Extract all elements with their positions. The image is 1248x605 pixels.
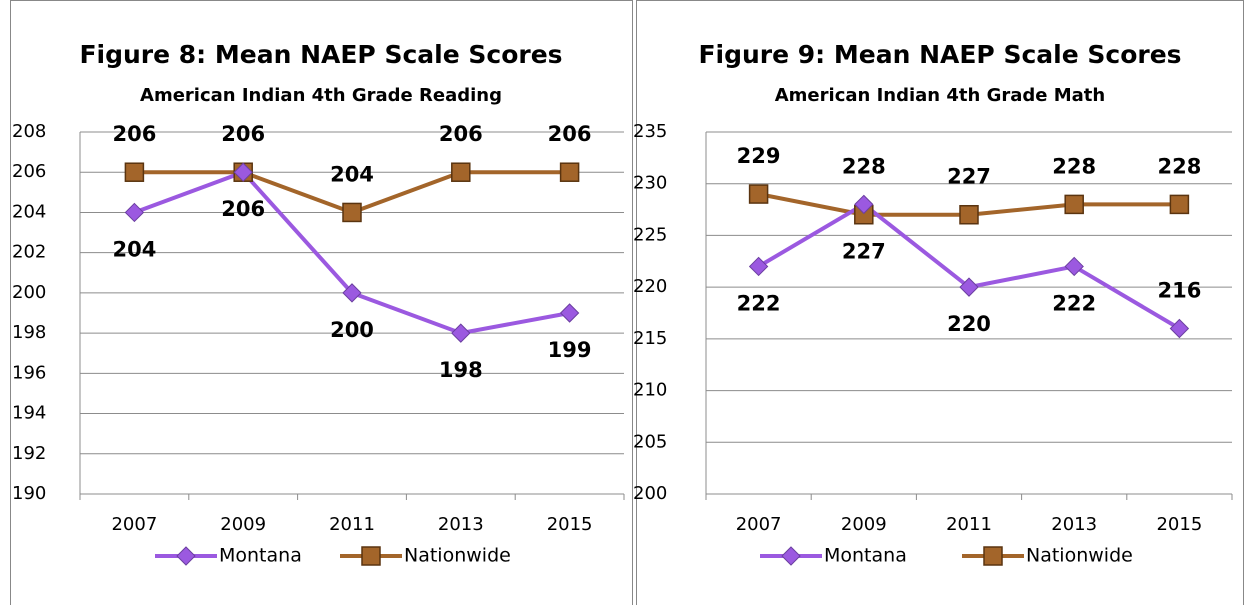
- y-tick-label: 220: [633, 276, 667, 297]
- y-tick-label: 200: [633, 483, 667, 504]
- marker: [124, 162, 145, 182]
- data-label: 228: [1157, 154, 1201, 178]
- marker: [451, 162, 471, 182]
- y-tick-label: 198: [12, 322, 46, 343]
- data-label: 200: [330, 318, 374, 342]
- data-label: 206: [112, 122, 156, 146]
- x-tick-label: 2007: [111, 514, 157, 535]
- y-tick-label: 230: [633, 173, 667, 194]
- data-label: 206: [221, 122, 265, 146]
- marker: [781, 546, 801, 566]
- x-tick-label: 2009: [841, 514, 887, 535]
- marker: [342, 202, 362, 223]
- x-tick-label: 2011: [329, 514, 375, 535]
- y-tick-label: 204: [12, 201, 46, 222]
- y-tick-label: 194: [12, 403, 46, 424]
- y-tick-label: 192: [12, 443, 46, 464]
- data-label: 227: [947, 165, 991, 189]
- marker: [342, 283, 362, 303]
- marker: [959, 277, 979, 297]
- x-tick-label: 2007: [736, 514, 782, 535]
- y-tick-label: 202: [12, 242, 46, 263]
- y-tick-label: 215: [633, 328, 667, 349]
- y-tick-label: 210: [633, 380, 667, 401]
- marker: [748, 184, 769, 204]
- marker: [233, 162, 253, 182]
- data-label: 228: [842, 154, 886, 178]
- chart-title: Figure 9: Mean NAEP Scale Scores: [698, 40, 1181, 69]
- x-tick-label: 2013: [1051, 514, 1097, 535]
- marker: [176, 546, 196, 566]
- y-tick-label: 235: [633, 121, 667, 142]
- chart-frame: [10, 0, 633, 605]
- chart-title: Figure 8: Mean NAEP Scale Scores: [79, 40, 562, 69]
- data-label: 204: [112, 237, 156, 261]
- x-tick-label: 2013: [438, 514, 484, 535]
- x-tick-label: 2009: [220, 514, 266, 535]
- data-label: 199: [548, 338, 592, 362]
- marker: [983, 546, 1003, 566]
- marker: [559, 303, 580, 323]
- legend-label: Montana: [824, 545, 907, 567]
- data-label: 227: [842, 240, 886, 264]
- y-tick-label: 196: [12, 362, 46, 383]
- data-label: 228: [1052, 154, 1096, 178]
- marker: [559, 162, 580, 182]
- y-tick-label: 225: [633, 224, 667, 245]
- data-label: 206: [439, 122, 483, 146]
- data-label: 222: [1052, 291, 1096, 315]
- data-label: 220: [947, 312, 991, 336]
- y-tick-label: 205: [633, 431, 667, 452]
- marker: [854, 194, 874, 215]
- data-label: 222: [737, 291, 781, 315]
- marker: [361, 546, 381, 566]
- legend-label: Nationwide: [404, 545, 511, 567]
- chart-subtitle: American Indian 4th Grade Math: [775, 85, 1105, 106]
- legend-label: Montana: [219, 545, 302, 567]
- marker: [748, 256, 769, 277]
- marker: [1064, 194, 1084, 215]
- marker: [451, 323, 471, 343]
- y-tick-label: 206: [12, 161, 46, 182]
- data-label: 229: [737, 144, 781, 168]
- y-tick-label: 200: [12, 282, 46, 303]
- data-label: 206: [548, 122, 592, 146]
- data-label: 204: [330, 162, 374, 186]
- marker: [1169, 194, 1190, 215]
- y-tick-label: 190: [12, 483, 46, 504]
- chart-subtitle: American Indian 4th Grade Reading: [140, 85, 502, 106]
- marker: [1064, 256, 1084, 277]
- x-tick-label: 2011: [946, 514, 992, 535]
- marker: [959, 204, 979, 225]
- y-tick-label: 208: [12, 121, 46, 142]
- x-tick-label: 2015: [1156, 514, 1202, 535]
- data-label: 216: [1157, 279, 1201, 303]
- legend-label: Nationwide: [1026, 545, 1133, 567]
- marker: [1169, 318, 1190, 339]
- marker: [124, 202, 145, 223]
- data-label: 198: [439, 358, 483, 382]
- x-tick-label: 2015: [547, 514, 593, 535]
- chart-frame: [636, 0, 1244, 605]
- data-label: 206: [221, 197, 265, 221]
